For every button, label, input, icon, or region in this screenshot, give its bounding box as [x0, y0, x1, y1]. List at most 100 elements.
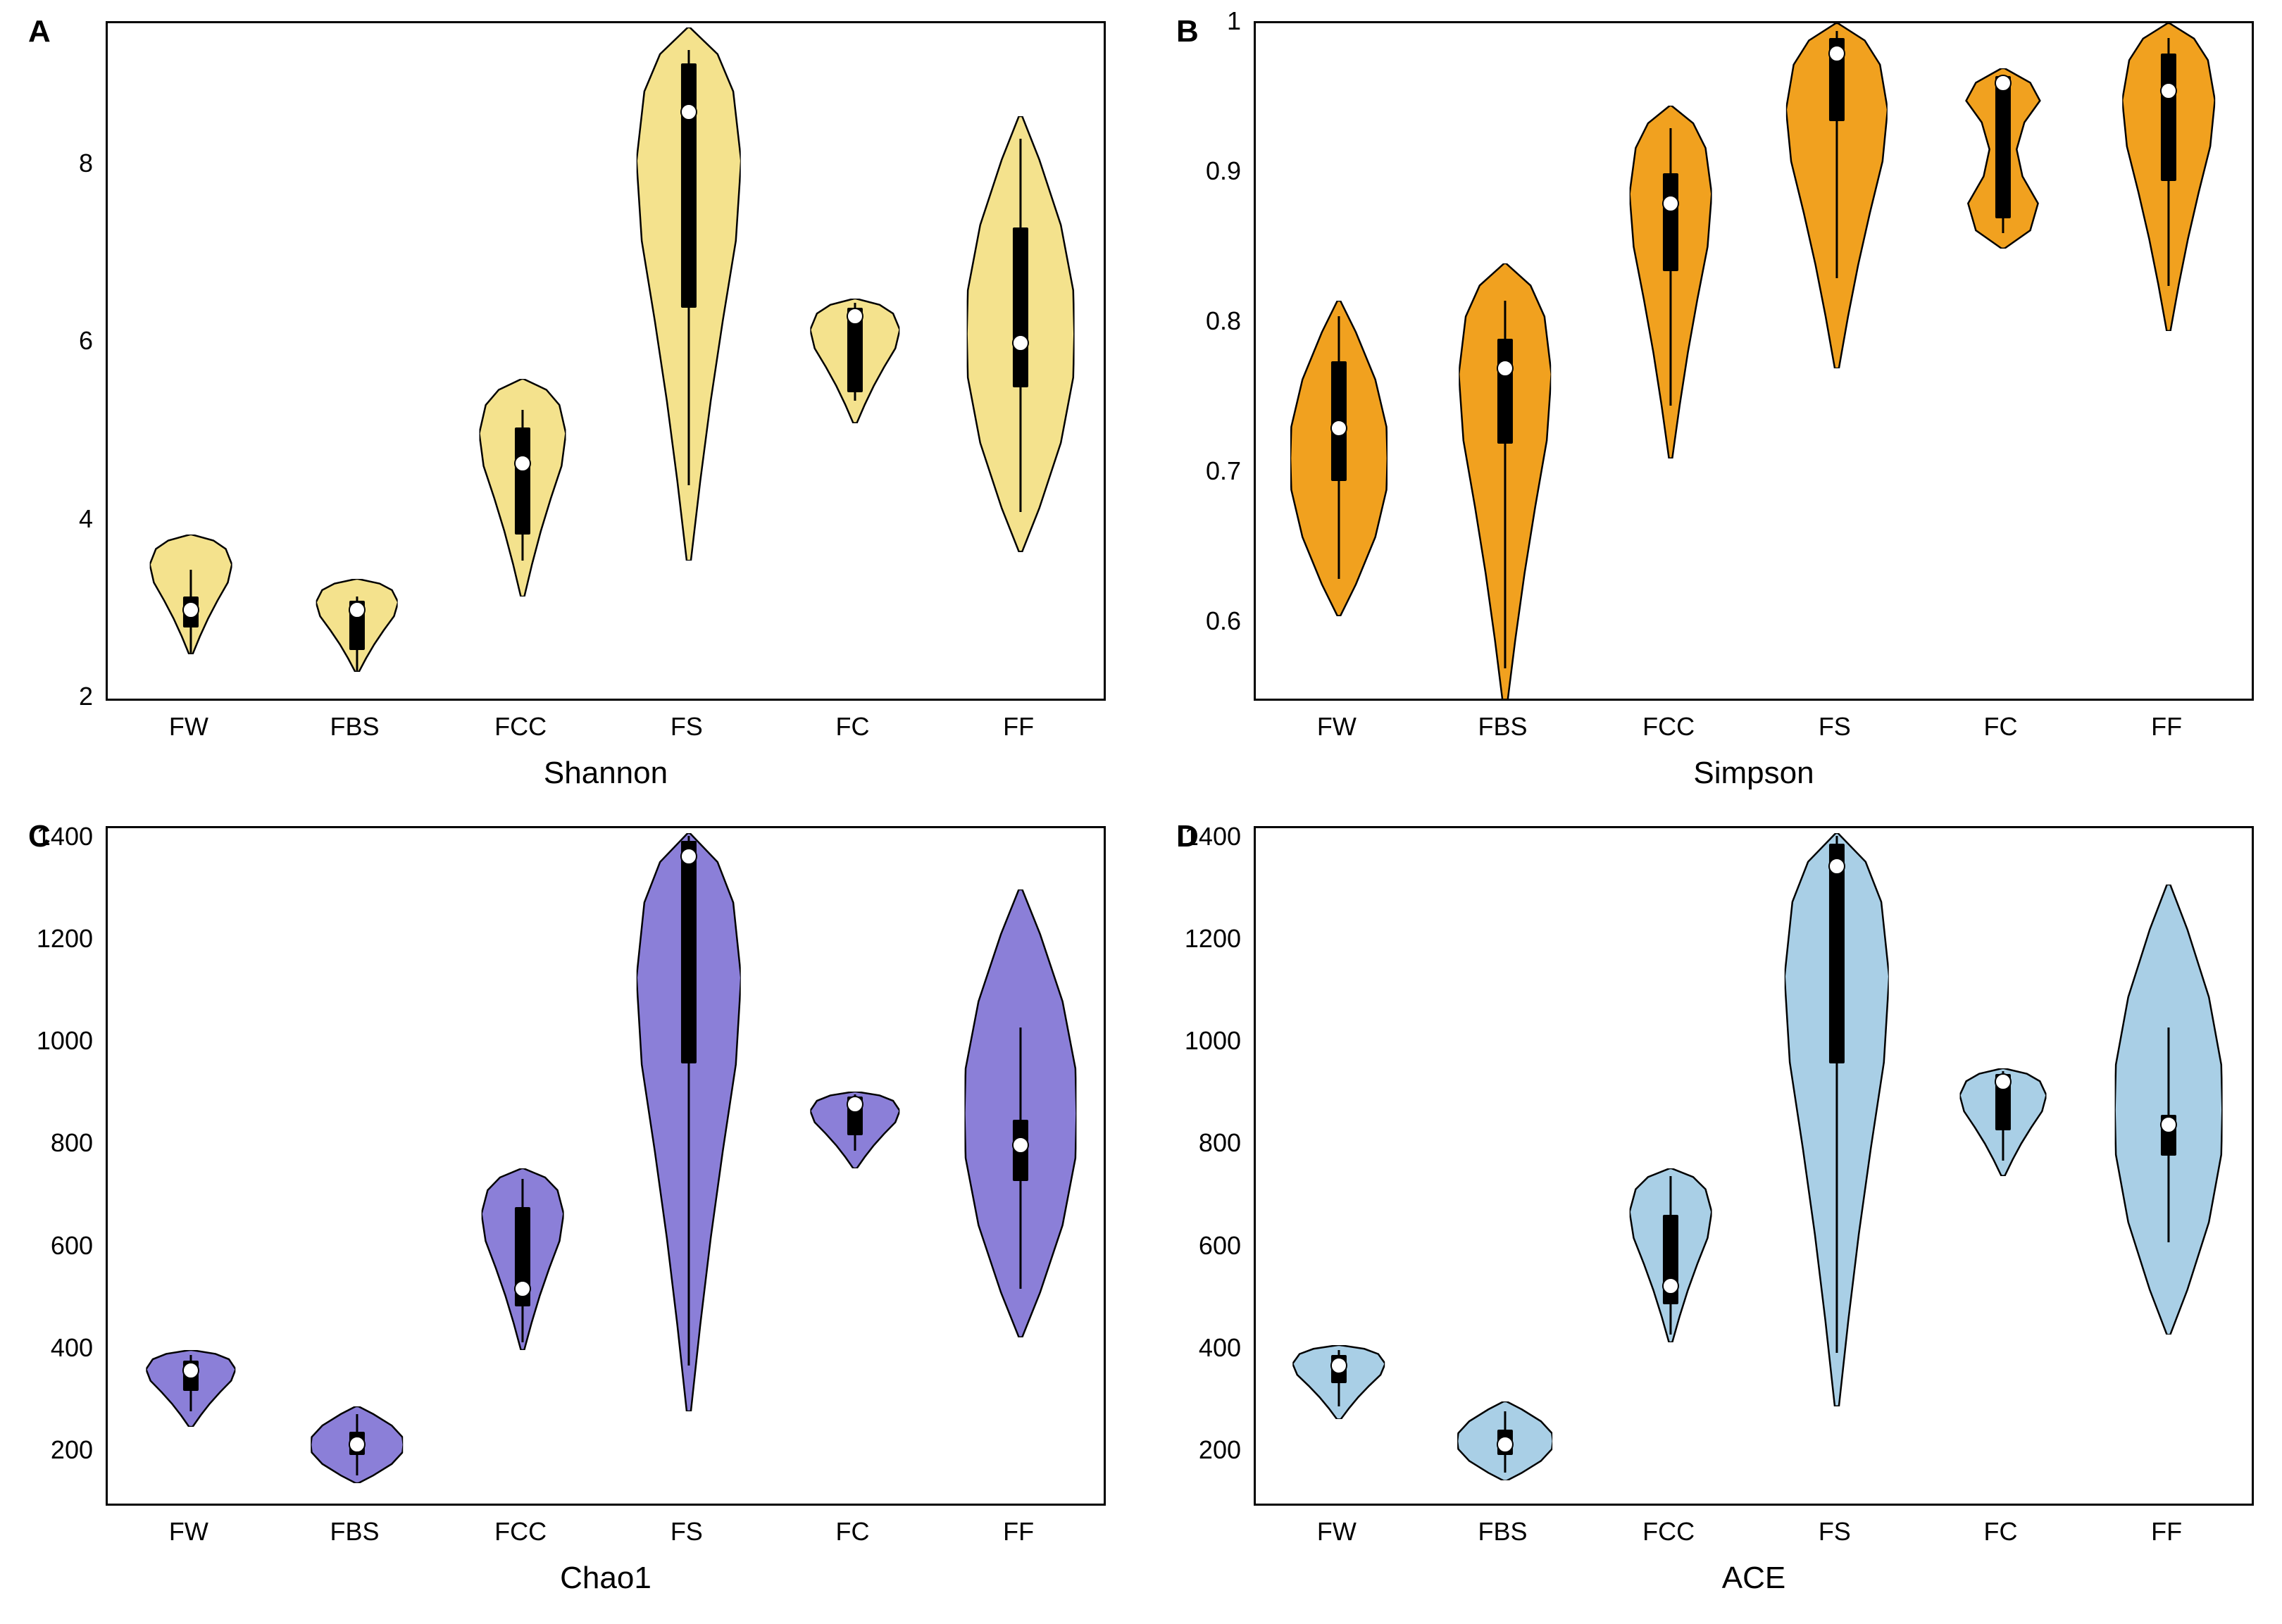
- violin: [2094, 828, 2243, 1504]
- x-tick-label: FF: [2151, 712, 2182, 742]
- panel-a: A2468FWFBSFCCFSFCFFShannon: [28, 14, 1106, 791]
- plot-area: [106, 826, 1106, 1506]
- iqr-box: [515, 427, 530, 534]
- x-tick-label: FBS: [1478, 712, 1527, 742]
- median-dot: [1662, 1278, 1679, 1294]
- x-tick-label: FF: [1003, 712, 1034, 742]
- violin: [2094, 23, 2243, 699]
- plot-area: [1254, 21, 2254, 701]
- violin: [282, 828, 431, 1504]
- violin: [1264, 23, 1414, 699]
- y-tick-label: 800: [51, 1128, 93, 1158]
- median-dot: [680, 104, 697, 120]
- y-tick-label: 1400: [37, 822, 93, 851]
- x-tick-label: FF: [1003, 1517, 1034, 1547]
- violin: [116, 828, 266, 1504]
- violin: [946, 23, 1095, 699]
- x-tick-label: FS: [671, 712, 703, 742]
- violin: [946, 828, 1095, 1504]
- violin: [1928, 23, 2077, 699]
- x-tick-label: FW: [1317, 1517, 1357, 1547]
- violin: [1430, 828, 1579, 1504]
- y-tick-label: 1000: [1185, 1026, 1241, 1056]
- y-tick-label: 200: [51, 1435, 93, 1465]
- y-axis: 200400600800100012001400: [28, 826, 106, 1506]
- x-tick-label: FC: [836, 712, 870, 742]
- panel-c: C200400600800100012001400FWFBSFCCFSFCFFC…: [28, 819, 1106, 1596]
- x-tick-label: FCC: [494, 1517, 547, 1547]
- median-dot: [349, 601, 366, 618]
- median-dot: [1995, 1073, 2012, 1090]
- x-tick-label: FW: [169, 712, 208, 742]
- median-dot: [514, 1280, 531, 1297]
- y-tick-label: 1200: [37, 924, 93, 954]
- x-axis: FW FBS FCC FS FC FF: [1254, 701, 2254, 743]
- y-tick-label: 6: [79, 326, 93, 356]
- median-dot: [1330, 1357, 1347, 1374]
- y-axis: 0.60.70.80.91: [1176, 21, 1254, 701]
- median-dot: [847, 1096, 863, 1113]
- y-tick-label: 4: [79, 504, 93, 534]
- median-dot: [1995, 75, 2012, 92]
- plot-area: [1254, 826, 2254, 1506]
- violin: [1762, 23, 1912, 699]
- panel-xlabel: Chao1: [28, 1548, 1106, 1596]
- y-tick-label: 400: [1199, 1333, 1241, 1363]
- y-tick-label: 0.6: [1206, 606, 1241, 636]
- violin: [282, 23, 431, 699]
- x-tick-label: FCC: [494, 712, 547, 742]
- y-tick-label: 200: [1199, 1435, 1241, 1465]
- x-tick-label: FBS: [330, 1517, 379, 1547]
- x-axis: FWFBSFCCFSFCFF: [1254, 1506, 2254, 1548]
- violin: [1430, 23, 1579, 699]
- x-tick-label: FF: [2151, 1517, 2182, 1547]
- violin: [1762, 828, 1912, 1504]
- violin: [614, 828, 763, 1504]
- median-dot: [1497, 1436, 1514, 1453]
- iqr-box: [681, 841, 697, 1063]
- y-tick-label: 400: [51, 1333, 93, 1363]
- y-tick-label: 1400: [1185, 822, 1241, 851]
- median-dot: [1012, 1137, 1029, 1154]
- median-dot: [349, 1436, 366, 1453]
- panel-xlabel: ACE: [1176, 1548, 2254, 1596]
- x-tick-label: FBS: [330, 712, 379, 742]
- iqr-box: [1663, 173, 1678, 271]
- median-dot: [1828, 45, 1845, 62]
- violin: [448, 23, 597, 699]
- y-tick-label: 600: [51, 1231, 93, 1261]
- y-tick-label: 0.8: [1206, 306, 1241, 336]
- panel-d: D200400600800100012001400FWFBSFCCFSFCFFA…: [1176, 819, 2254, 1596]
- median-dot: [2160, 1116, 2177, 1133]
- x-tick-label: FCC: [1642, 1517, 1695, 1547]
- violin: [1264, 828, 1414, 1504]
- x-tick-label: FBS: [1478, 1517, 1527, 1547]
- iqr-box: [2161, 54, 2176, 181]
- y-tick-label: 1000: [37, 1026, 93, 1056]
- x-tick-label: FC: [1984, 1517, 2018, 1547]
- violin: [780, 828, 929, 1504]
- y-tick-label: 1200: [1185, 924, 1241, 954]
- panel-xlabel: Shannon: [28, 743, 1106, 791]
- panel-xlabel: Simpson: [1176, 743, 2254, 791]
- x-tick-label: FS: [1819, 712, 1851, 742]
- y-axis: 2468: [28, 21, 106, 701]
- violin: [1596, 23, 1745, 699]
- median-dot: [182, 1362, 199, 1379]
- violin: [1596, 828, 1745, 1504]
- x-tick-label: FW: [1317, 712, 1357, 742]
- x-tick-label: FC: [1984, 712, 2018, 742]
- x-axis: FWFBSFCCFSFCFF: [106, 1506, 1106, 1548]
- median-dot: [1662, 195, 1679, 212]
- x-tick-label: FCC: [1642, 712, 1695, 742]
- y-tick-label: 1: [1227, 6, 1241, 36]
- median-dot: [847, 308, 863, 325]
- iqr-box: [1013, 227, 1028, 387]
- median-dot: [680, 848, 697, 865]
- median-dot: [1012, 335, 1029, 351]
- plot-area: [106, 21, 1106, 701]
- median-dot: [2160, 82, 2177, 99]
- x-axis: FW FBS FCC FS FC FF: [106, 701, 1106, 743]
- violin: [448, 828, 597, 1504]
- median-dot: [1330, 420, 1347, 437]
